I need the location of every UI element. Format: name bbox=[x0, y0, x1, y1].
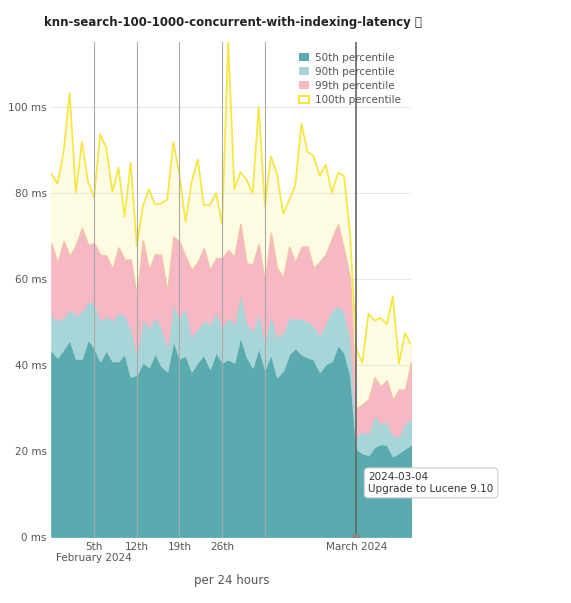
X-axis label: per 24 hours: per 24 hours bbox=[194, 574, 269, 587]
Text: knn-search-100-1000-concurrent-with-indexing-latency ⓘ: knn-search-100-1000-concurrent-with-inde… bbox=[44, 16, 422, 28]
Legend: 50th percentile, 90th percentile, 99th percentile, 100th percentile: 50th percentile, 90th percentile, 99th p… bbox=[294, 48, 406, 110]
Text: 2024-03-04
Upgrade to Lucene 9.10: 2024-03-04 Upgrade to Lucene 9.10 bbox=[368, 472, 494, 494]
